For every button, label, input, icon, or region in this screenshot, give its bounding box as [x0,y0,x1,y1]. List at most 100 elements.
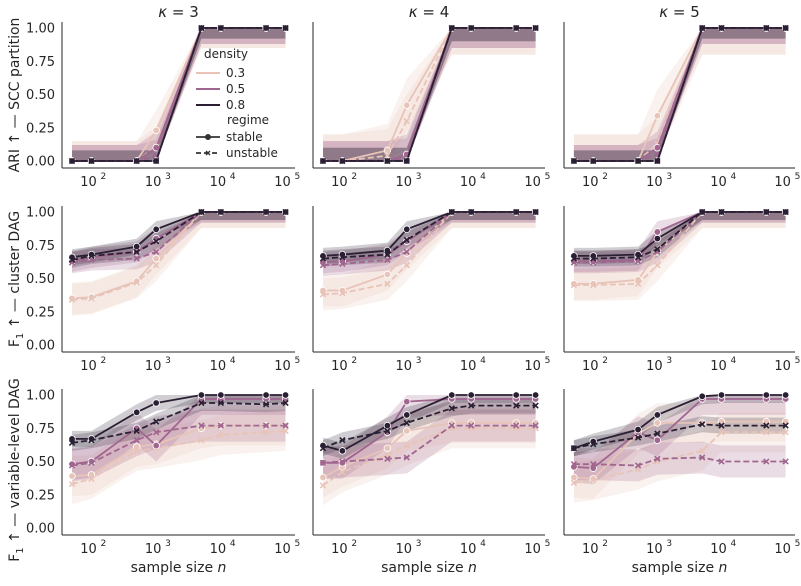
data-point-unstable [133,447,140,455]
data-point-stable [653,228,662,236]
x-tick-label: 10 [274,542,291,557]
x-axis-label: sample size n [131,560,227,576]
x-tick-exponent: 2 [602,356,608,366]
x-tick-label: 10 [395,542,412,557]
data-point-unstable [133,279,140,286]
legend-density-label: 0.5 [226,82,245,96]
data-point-unstable [262,429,270,436]
xlabel-text: sample size [381,560,468,576]
data-point-unstable [448,24,455,32]
data-point-unstable [654,455,661,463]
y-tick-label: 0.50 [26,272,55,287]
data-point-unstable [282,427,289,435]
series-line-0.8-stable [322,394,536,452]
x-tick-label: 10 [524,175,541,190]
xlabel-text: sample size [131,560,218,576]
series-line-0.5-unstable [71,424,286,467]
data-point-unstable [68,480,76,488]
confidence-band-0.3-stable [323,403,536,498]
data-point-stable [338,447,347,455]
data-point-unstable [403,236,410,244]
data-point-unstable [319,157,327,165]
series-line-0.5-stable [323,398,536,464]
x-tick-label: 10 [710,542,727,557]
data-point-unstable [699,24,706,32]
data-point-stable [717,391,726,399]
row-ylabel: F1 ↑ — cluster DAG [7,211,26,347]
y-tick-label: 1.00 [26,389,55,404]
legend-regime-marker [205,150,211,156]
data-point-stable [403,101,411,109]
x-tick-label: 10 [646,359,663,374]
legend-regime-marker [205,134,211,140]
data-point-stable [653,411,662,419]
column-title: κ = 3 [158,3,199,21]
x-tick-exponent: 4 [480,356,486,366]
ylabel-text: cluster DAG [7,211,23,294]
data-point-unstable [282,208,289,216]
x-tick-exponent: 3 [165,172,171,182]
x-tick-label: 10 [80,175,97,190]
data-point-stable [68,472,76,480]
row-ylabel: F1 ↑ — variable-level DAG [7,378,26,562]
x-tick-label: 10 [395,175,412,190]
data-point-unstable [88,475,95,482]
data-point-unstable [282,24,289,32]
data-point-unstable [282,399,289,407]
ylabel-arrow: ↑ — [7,508,23,547]
x-tick-label: 10 [331,542,348,557]
data-point-unstable [403,248,410,256]
x-tick-exponent: 2 [602,539,608,549]
y-tick-label: 1.00 [26,22,55,37]
data-point-unstable [153,238,160,245]
data-point-unstable [339,437,346,444]
data-point-unstable [782,24,789,32]
panel-r1-c1: 10 2 10 3 10 4 10 5 [312,206,550,374]
data-point-stable [319,473,327,482]
data-point-unstable [384,251,391,258]
x-tick-label: 10 [80,542,97,557]
data-point-stable [467,391,475,399]
data-point-unstable [590,441,597,448]
ylabel-subscript: 1 [15,333,26,339]
data-point-stable [403,427,411,435]
row-ylabel: ARI ↑ — SCC partition [7,18,23,173]
panel-r1-c2: 10 2 10 3 10 4 10 5 [563,206,800,374]
data-point-stable [762,391,771,399]
confidence-band-0.5-unstable [72,409,286,482]
data-point-unstable [448,208,455,216]
x-tick-label: 10 [331,359,348,374]
data-point-unstable [384,157,391,165]
y-tick-label: 0.50 [26,455,55,470]
series-line-0.8-stable [72,394,286,440]
x-tick-label: 10 [582,359,599,374]
data-point-unstable [262,401,270,408]
data-point-unstable [590,476,597,484]
x-tick-label: 10 [331,175,348,190]
data-point-stable [653,234,662,243]
data-point-unstable [403,442,410,449]
data-point-stable [653,112,662,120]
x-tick-exponent: 2 [351,172,357,182]
data-point-unstable [590,281,597,289]
data-point-unstable [153,418,160,425]
data-point-unstable [319,459,327,466]
data-point-stable [512,391,520,399]
data-point-unstable [654,262,661,269]
data-point-unstable [88,252,95,260]
x-tick-label: 10 [524,359,541,374]
data-point-unstable [68,462,76,469]
data-point-unstable [403,117,410,125]
data-point-unstable [590,255,597,262]
xlabel-variable: n [468,560,477,576]
x-tick-exponent: 2 [351,539,357,549]
data-point-unstable [133,157,140,165]
xlabel-variable: n [218,560,227,576]
data-point-unstable [319,291,327,298]
legend-density-title: density [204,47,248,61]
legend-regime-label: stable [226,130,263,144]
legend-density-label: 0.3 [226,66,245,80]
data-point-unstable [468,422,475,429]
confidence-band-0.8-stable [573,212,786,264]
